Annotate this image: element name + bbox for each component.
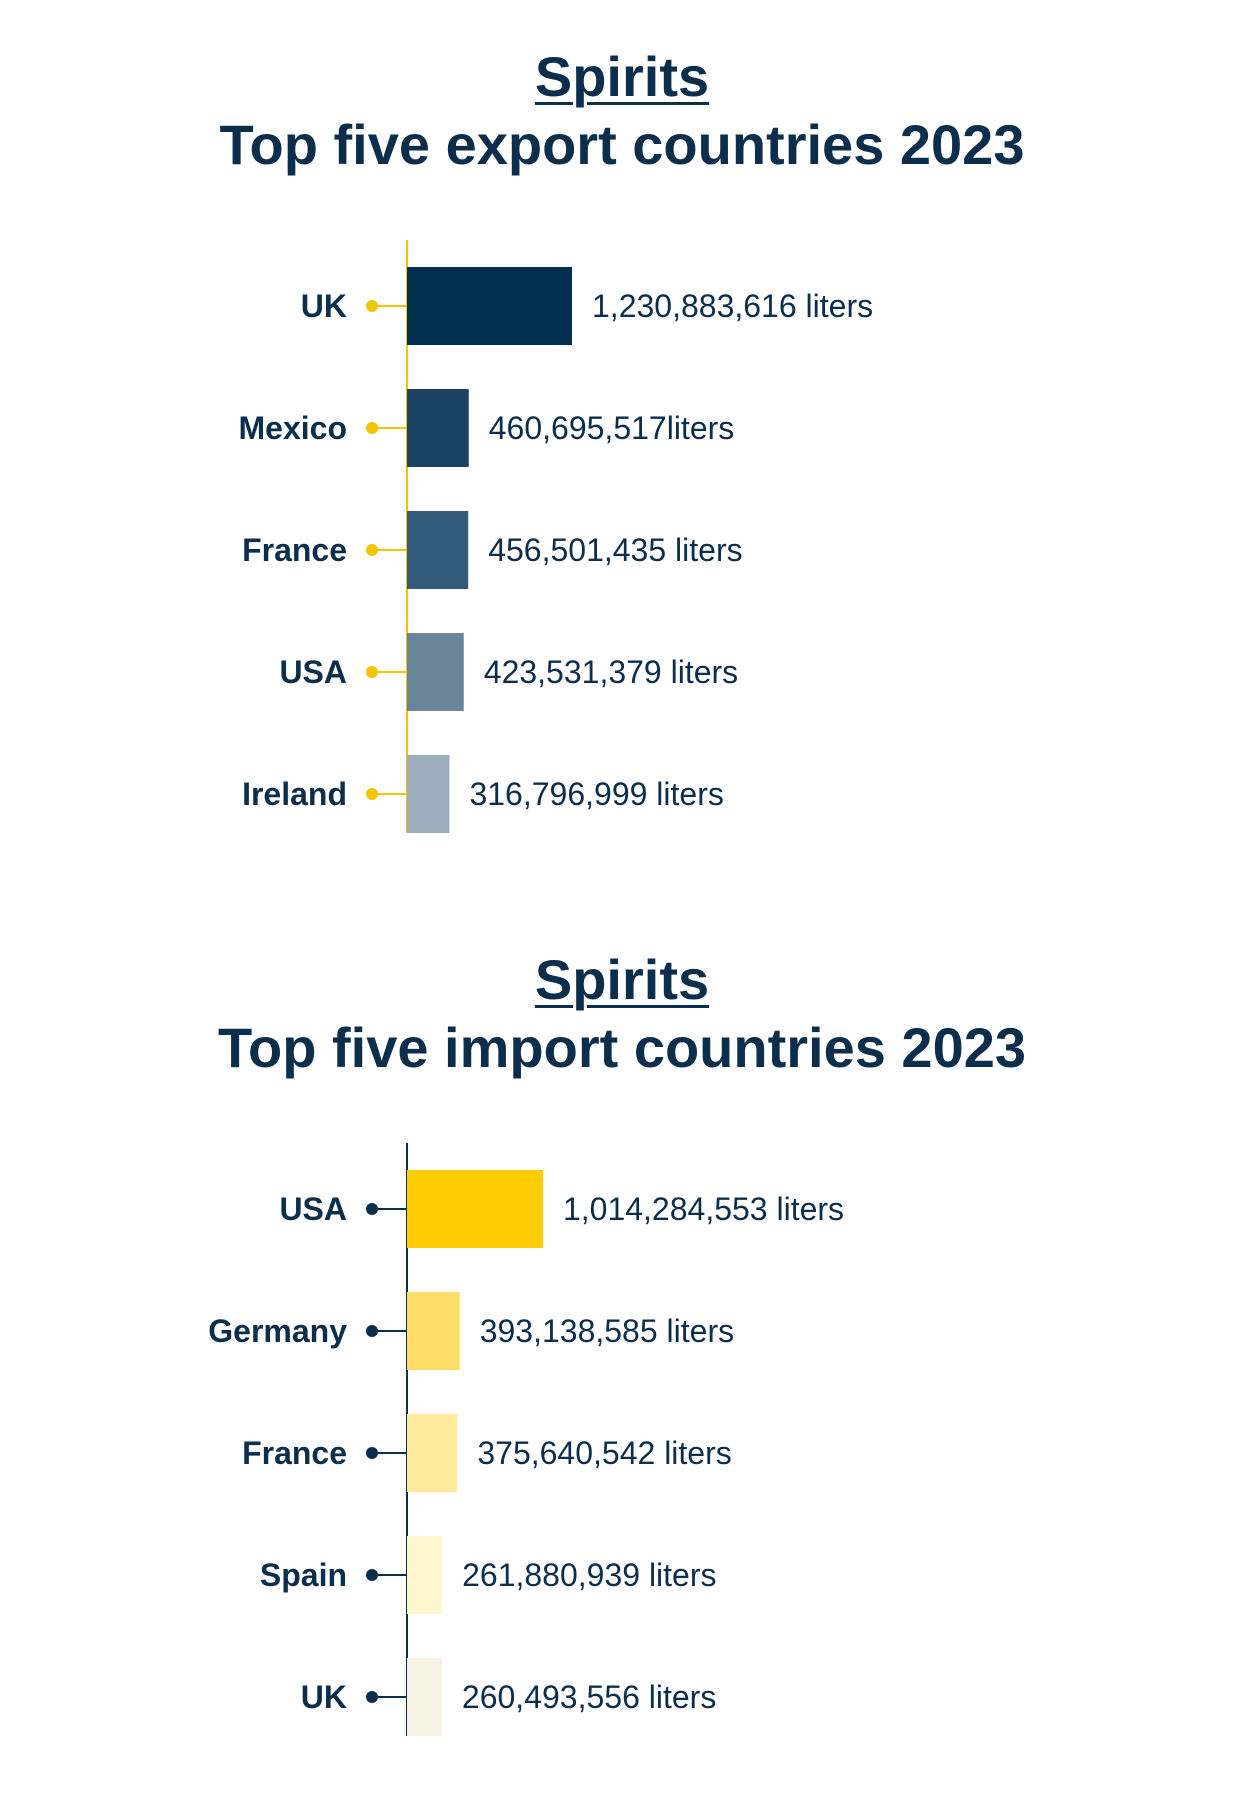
export-value-label: 423,531,379 liters xyxy=(484,654,738,690)
import-category-label: France xyxy=(242,1435,347,1471)
import-bar-chart: USA 1,014,284,553 liters Germany 393,138,58… xyxy=(208,1143,844,1736)
export-bar xyxy=(407,755,450,833)
import-value-label: 261,880,939 liters xyxy=(462,1557,716,1593)
import-bar xyxy=(407,1536,443,1614)
export-category-label: UK xyxy=(301,288,347,324)
import-value-label: 375,640,542 liters xyxy=(477,1435,731,1471)
import-value-label: 1,014,284,553 liters xyxy=(563,1191,844,1227)
export-tick-dot xyxy=(366,544,378,556)
export-category-label: Ireland xyxy=(242,776,347,812)
import-chart-title-spirits: Spirits xyxy=(534,948,710,1011)
export-bar xyxy=(407,389,469,467)
import-category-label: Germany xyxy=(208,1313,347,1349)
export-category-label: USA xyxy=(279,654,347,690)
import-tick-dot xyxy=(366,1447,378,1459)
import-bar xyxy=(407,1170,543,1248)
export-tick-dot xyxy=(366,788,378,800)
export-value-label: 460,695,517liters xyxy=(489,410,735,446)
import-category-label: Spain xyxy=(260,1557,347,1593)
import-bar xyxy=(407,1292,460,1370)
import-value-label: 260,493,556 liters xyxy=(462,1679,716,1715)
export-bar xyxy=(407,511,469,589)
export-tick-dot xyxy=(366,666,378,678)
import-bar xyxy=(407,1658,442,1736)
export-tick-dot xyxy=(366,300,378,312)
export-chart-title: Spirits Top five export countries 2023 xyxy=(0,44,1244,180)
export-category-label: France xyxy=(242,532,347,568)
export-bar xyxy=(407,267,572,345)
import-chart-title: Spirits Top five import countries 2023 xyxy=(0,947,1244,1083)
export-chart: Spirits Top five export countries 2023 xyxy=(0,44,1244,180)
import-tick-dot xyxy=(366,1325,378,1337)
import-tick-dot xyxy=(366,1203,378,1215)
import-tick-dot xyxy=(366,1569,378,1581)
import-value-label: 393,138,585 liters xyxy=(480,1313,734,1349)
export-tick-dot xyxy=(366,422,378,434)
export-value-label: 456,501,435 liters xyxy=(488,532,742,568)
import-category-label: UK xyxy=(301,1679,347,1715)
import-chart-title-subtitle: Top five import countries 2023 xyxy=(217,1016,1027,1079)
export-category-label: Mexico xyxy=(239,410,347,446)
export-chart-title-spirits: Spirits xyxy=(534,45,710,108)
import-category-label: USA xyxy=(279,1191,347,1227)
export-value-label: 316,796,999 liters xyxy=(469,776,723,812)
import-tick-dot xyxy=(366,1691,378,1703)
import-bar xyxy=(407,1414,458,1492)
export-chart-title-subtitle: Top five export countries 2023 xyxy=(219,113,1025,176)
export-bar-chart: UK 1,230,883,616 liters Mexico 460,695,517l… xyxy=(239,240,873,833)
export-value-label: 1,230,883,616 liters xyxy=(592,288,873,324)
export-bar xyxy=(407,633,464,711)
import-chart: Spirits Top five import countries 2023 xyxy=(0,947,1244,1083)
